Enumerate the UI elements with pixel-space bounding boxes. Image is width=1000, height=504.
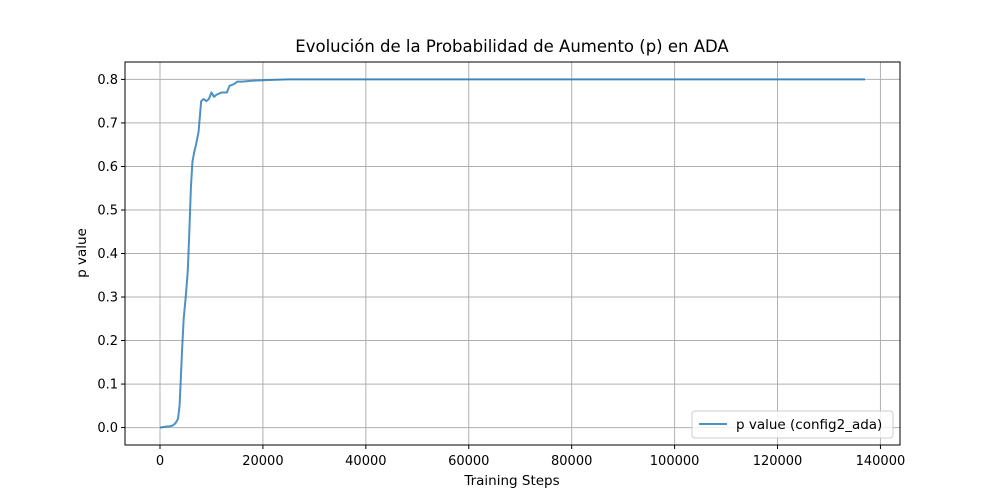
axis-ticks: 0 20000 40000 60000 80000 100000 120000 140000 0… bbox=[97, 73, 905, 469]
legend: p value (config2_ada) bbox=[691, 410, 894, 439]
series-layer bbox=[159, 78, 866, 429]
y-tick-label: 0.0 bbox=[97, 421, 118, 436]
y-tick-label: 0.3 bbox=[97, 291, 118, 306]
x-tick-label: 0 bbox=[156, 454, 164, 469]
legend-frame bbox=[691, 410, 894, 439]
y-tick-label: 0.8 bbox=[97, 73, 118, 88]
x-tick-label: 20000 bbox=[242, 454, 283, 469]
y-tick-label: 0.7 bbox=[97, 116, 118, 131]
series-line-0 bbox=[159, 78, 866, 429]
y-axis-label: p value bbox=[74, 228, 90, 278]
legend-series-label: p value (config2_ada) bbox=[736, 417, 882, 433]
y-tick-label: 0.6 bbox=[97, 160, 118, 175]
chart-title: Evolución de la Probabilidad de Aumento … bbox=[295, 37, 729, 56]
x-tick-label: 100000 bbox=[650, 454, 700, 469]
x-tick-label: 60000 bbox=[448, 454, 489, 469]
x-tick-label: 120000 bbox=[753, 454, 803, 469]
y-tick-label: 0.4 bbox=[97, 247, 118, 262]
y-tick-label: 0.2 bbox=[97, 334, 118, 349]
grid-lines bbox=[125, 62, 900, 445]
y-tick-label: 0.1 bbox=[97, 378, 118, 393]
x-tick-label: 40000 bbox=[345, 454, 386, 469]
y-tick-label: 0.5 bbox=[97, 203, 118, 218]
x-axis-label: Training Steps bbox=[463, 473, 559, 489]
x-tick-label: 80000 bbox=[551, 454, 592, 469]
x-tick-label: 140000 bbox=[856, 454, 906, 469]
